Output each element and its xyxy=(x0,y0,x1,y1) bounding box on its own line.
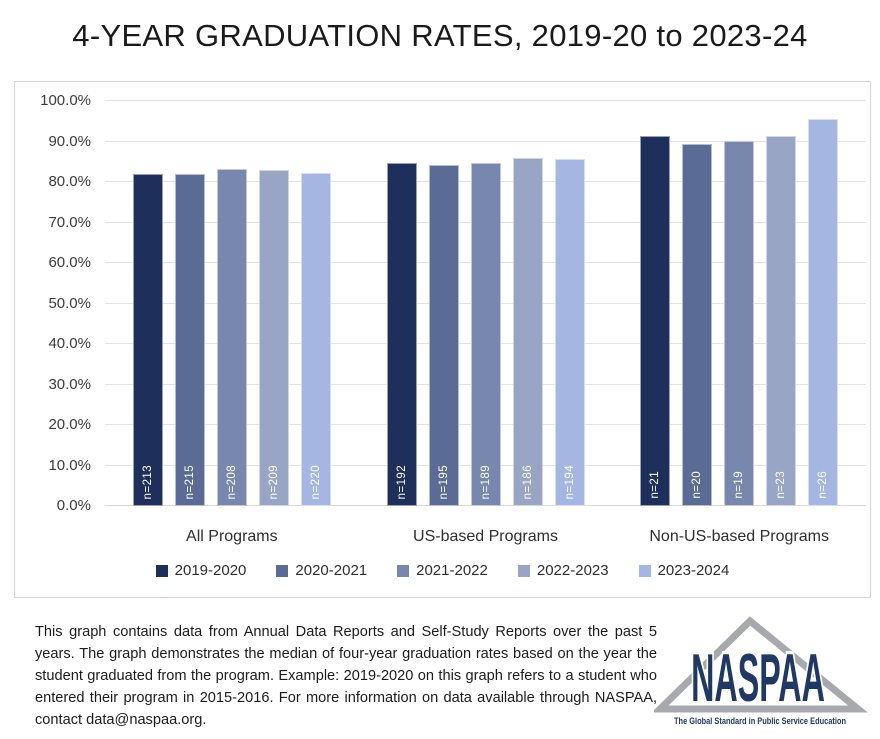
bar-n-label-wrap: n=20 xyxy=(683,471,711,499)
bar: n=192 xyxy=(386,162,417,506)
bar: n=194 xyxy=(554,158,585,506)
chart-title: 4-YEAR GRADUATION RATES, 2019-20 to 2023… xyxy=(72,18,808,53)
legend: 2019-2020 2020-2021 2021-2022 2022-2023 2023… xyxy=(15,562,870,579)
x-axis-label: All Programs xyxy=(186,528,278,545)
bar-n-label-wrap: n=19 xyxy=(725,471,753,499)
logo-tagline: The Global Standard in Public Service Ed… xyxy=(674,716,846,726)
y-axis-label: 10.0% xyxy=(48,456,91,474)
y-axis-label: 40.0% xyxy=(48,335,91,352)
bar-n-label: n=186 xyxy=(521,464,534,499)
legend-swatch xyxy=(517,564,530,577)
legend-item: 2023-2024 xyxy=(638,562,730,579)
bar-n-label-wrap: n=189 xyxy=(472,465,500,499)
bar: n=20 xyxy=(682,144,713,506)
bar-groups: n=213 n=215 n=208 n=209 n=220 n=192 n=195 n=189… xyxy=(105,101,866,506)
bar-n-label-wrap: n=192 xyxy=(388,465,416,499)
logo-triangle-icon xyxy=(654,616,868,713)
bar: n=189 xyxy=(470,162,501,506)
footnote-text: This graph contains data from Annual Dat… xyxy=(35,624,657,728)
legend-item: 2021-2022 xyxy=(397,562,488,579)
y-axis-label: 90.0% xyxy=(48,132,91,150)
bar: n=208 xyxy=(216,169,247,506)
bar-n-label-wrap: n=194 xyxy=(556,465,584,499)
bar-n-label-wrap: n=220 xyxy=(302,465,330,499)
legend-item: 2019-2020 xyxy=(155,562,247,579)
bar-n-label: n=215 xyxy=(183,464,196,499)
bar-n-label-wrap: n=208 xyxy=(218,465,246,499)
y-axis-label: 20.0% xyxy=(48,416,91,433)
bar-n-label-wrap: n=215 xyxy=(176,465,204,499)
bar-n-label: n=194 xyxy=(563,464,576,499)
legend-label: 2019-2020 xyxy=(174,562,247,579)
y-axis-label: 0.0% xyxy=(56,497,91,514)
y-axis-label: 50.0% xyxy=(48,294,91,312)
bar-n-label-wrap: n=195 xyxy=(430,465,458,499)
bar-n-label-wrap: n=186 xyxy=(514,465,542,499)
bar-n-label: n=192 xyxy=(395,464,408,499)
legend-label: 2021-2022 xyxy=(416,562,488,579)
bar-n-label: n=195 xyxy=(437,464,450,499)
y-axis-label: 60.0% xyxy=(48,254,91,271)
bar: n=19 xyxy=(724,140,755,506)
chart-card: 0.0% 10.0% 20.0% 30.0% 40.0% 50.0% 60.0% 70.0% 8… xyxy=(14,81,871,598)
legend-item: 2020-2021 xyxy=(276,562,367,579)
bar: n=195 xyxy=(428,165,459,506)
naspaa-logo: NASPAA The Global Standard in Public Ser… xyxy=(654,616,868,726)
legend-swatch xyxy=(155,564,168,577)
bar: n=215 xyxy=(174,174,205,506)
legend-label: 2020-2021 xyxy=(295,562,368,579)
bar-n-label: n=20 xyxy=(691,471,704,499)
bar-n-label-wrap: n=23 xyxy=(767,471,795,499)
bar-n-label: n=213 xyxy=(141,464,154,499)
bar: n=23 xyxy=(766,135,797,506)
bar-n-label: n=220 xyxy=(309,464,322,499)
gridline xyxy=(105,100,866,101)
x-axis-label: Non-US-based Programs xyxy=(649,528,829,545)
bar: n=213 xyxy=(132,173,163,506)
bar-n-label-wrap: n=26 xyxy=(809,471,837,499)
bar: n=186 xyxy=(512,157,543,506)
legend-swatch xyxy=(276,564,289,577)
plot-area: n=213 n=215 n=208 n=209 n=220 n=192 n=195 n=189… xyxy=(105,100,866,506)
x-axis-labels: All Programs US-based Programs Non-US-base… xyxy=(105,528,866,546)
bar-n-label-wrap: n=21 xyxy=(641,471,669,499)
bar-n-label: n=21 xyxy=(649,471,662,499)
bar: n=26 xyxy=(808,118,839,506)
y-axis-label: 30.0% xyxy=(48,375,91,393)
bar-n-label: n=19 xyxy=(733,471,746,499)
y-axis-label: 70.0% xyxy=(48,213,91,231)
gridline xyxy=(105,140,866,142)
legend-label: 2023-2024 xyxy=(657,562,730,579)
legend-swatch xyxy=(397,564,410,577)
legend-item: 2022-2023 xyxy=(517,562,609,579)
bar-group: n=21 n=20 n=19 n=23 n=26 xyxy=(612,101,866,506)
y-axis-label: 80.0% xyxy=(48,173,91,190)
legend-swatch xyxy=(638,564,651,577)
legend-label: 2022-2023 xyxy=(536,562,609,579)
bar-n-label-wrap: n=209 xyxy=(260,465,288,499)
bar-group: n=192 n=195 n=189 n=186 n=194 xyxy=(359,101,613,506)
bar-n-label: n=189 xyxy=(479,464,492,499)
bar-n-label: n=209 xyxy=(267,464,280,499)
y-axis: 0.0% 10.0% 20.0% 30.0% 40.0% 50.0% 60.0% 70.0% 8… xyxy=(15,92,97,514)
bar-n-label: n=23 xyxy=(775,471,788,499)
bar-group: n=213 n=215 n=208 n=209 n=220 xyxy=(105,101,359,506)
bar: n=220 xyxy=(300,172,331,506)
y-axis-label: 100.0% xyxy=(40,92,91,109)
logo-wordmark: NASPAA xyxy=(691,641,825,716)
x-axis-label: US-based Programs xyxy=(413,528,558,545)
bar-n-label-wrap: n=213 xyxy=(134,465,162,499)
bar: n=21 xyxy=(640,136,671,506)
bar-n-label: n=26 xyxy=(817,471,830,499)
bar-n-label: n=208 xyxy=(225,464,238,499)
bar: n=209 xyxy=(258,169,289,506)
